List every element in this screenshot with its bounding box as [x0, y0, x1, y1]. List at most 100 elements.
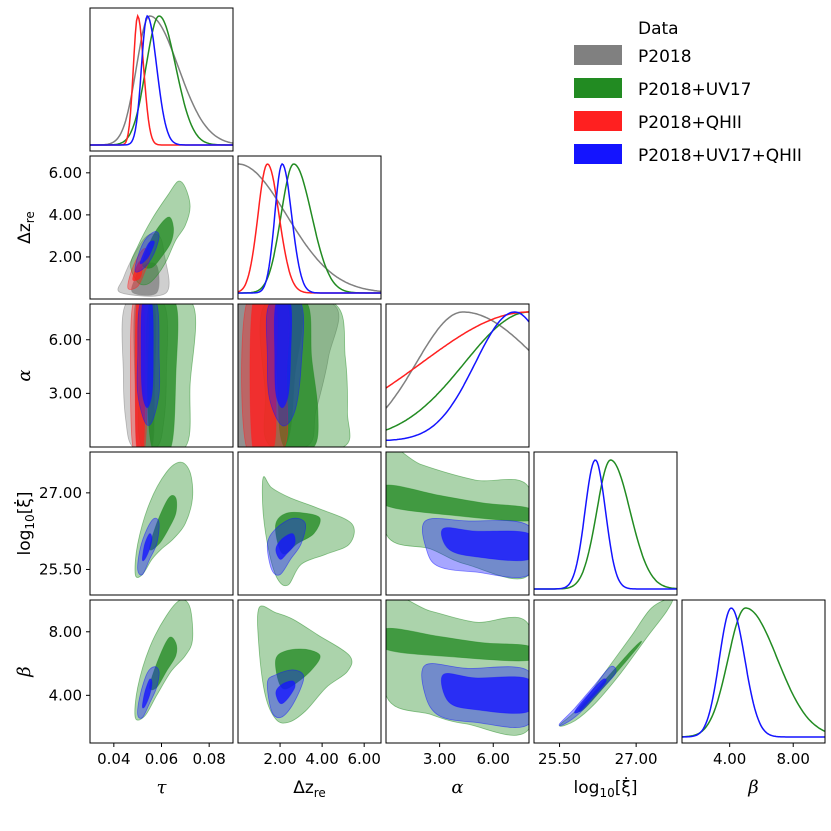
x-tick-label: 8.00: [777, 750, 810, 768]
x-tick-label: 2.00: [263, 750, 296, 768]
marginal-beta-p2018-uv17-qhii: [682, 607, 825, 738]
legend: Data P2018 P2018+UV17 P2018+QHII P2018+U…: [574, 19, 802, 166]
x-tick-label: 4.00: [713, 750, 746, 768]
marginal-tau-p2018-qhii: [90, 13, 233, 146]
panel-tau-vs-tau: [90, 13, 233, 146]
panel-beta-vs-beta: [682, 607, 825, 738]
panel-logxi-vs-alpha: [386, 452, 529, 580]
contour-p2018-uv17-qhii-1sigma: [141, 678, 153, 709]
legend-label-p2018: P2018: [638, 47, 692, 67]
x-tick-label: 25.50: [538, 750, 581, 768]
contour-p2018-uv17-qhii-1sigma: [574, 678, 607, 714]
contour-p2018-uv17-qhii-1sigma: [440, 673, 529, 714]
panel-frame: [681, 599, 826, 744]
panel-logxi-vs-logxi: [534, 459, 677, 590]
panel-frame: [385, 303, 530, 448]
y-tick-label: 25.50: [39, 560, 82, 578]
panels-layer: [86, 7, 826, 747]
legend-label-p2018-uv17: P2018+UV17: [638, 80, 751, 100]
panel-alpha-vs-dz: [238, 304, 351, 447]
legend-swatch-p2018: [574, 45, 622, 65]
x-tick-label: 3.00: [423, 750, 456, 768]
x-tick-label: 0.06: [145, 750, 178, 768]
contour-p2018-uv17-qhii-1sigma: [273, 304, 293, 409]
x-tick-label: 4.00: [305, 750, 338, 768]
contour-p2018-uv17-1sigma: [386, 627, 529, 662]
contour-p2018-uv17-qhii-1sigma: [141, 533, 153, 562]
x-tick-label: 27.00: [615, 750, 658, 768]
marginal-dz-p2018-uv17-qhii: [238, 162, 381, 294]
panel-logxi-vs-tau: [134, 461, 194, 578]
x-tick-label: 0.08: [192, 750, 225, 768]
x-axis-label-tau: τ: [157, 777, 168, 798]
marginal-alpha-p2018: [386, 311, 529, 409]
x-axis-label-beta: β: [747, 777, 758, 798]
y-axis-label-beta: β: [14, 666, 35, 677]
panel-frame: [89, 303, 234, 448]
legend-label-p2018-qhii: P2018+QHII: [638, 113, 742, 133]
y-axis-label-dz: Δzre: [15, 211, 37, 244]
panel-frame: [533, 451, 678, 596]
x-axis-label-dz: Δzre: [293, 778, 326, 800]
x-tick-label: 6.00: [347, 750, 380, 768]
y-tick-label: 8.00: [49, 623, 82, 641]
marginal-alpha-p2018-uv17: [386, 311, 529, 431]
panel-alpha-vs-alpha: [386, 311, 529, 442]
marginal-logxi-p2018-uv17: [534, 459, 677, 590]
panel-logxi-vs-dz: [261, 476, 355, 587]
marginal-dz-p2018: [238, 163, 381, 293]
y-tick-label: 4.00: [49, 206, 82, 224]
contour-p2018-uv17-qhii-1sigma: [139, 240, 155, 265]
panel-frame: [237, 599, 382, 744]
panel-dz-vs-tau: [117, 180, 191, 297]
panel-alpha-vs-tau: [121, 304, 197, 447]
x-axis-label-logxi: log10[ξ̇]: [574, 775, 638, 800]
panel-frame: [533, 599, 678, 744]
marginal-dz-p2018-qhii: [238, 163, 381, 294]
y-tick-label: 27.00: [39, 484, 82, 502]
panel-frame: [89, 451, 234, 596]
y-axis-label-alpha: α: [14, 369, 35, 381]
contour-p2018-uv17-1sigma: [275, 648, 321, 690]
marginal-beta-p2018-uv17: [682, 607, 825, 738]
y-tick-label: 6.00: [49, 331, 82, 349]
panel-beta-vs-tau: [134, 600, 194, 721]
contour-p2018-uv17-1sigma: [149, 636, 178, 691]
marginal-alpha-p2018-uv17-qhii: [386, 311, 529, 442]
y-tick-label: 2.00: [49, 248, 82, 266]
axis-labels-layer: 2.00 4.00 6.00 3.00 6.00 25.50 27.00 0.04 0.06 0.…: [12, 164, 810, 800]
panel-frame: [385, 451, 530, 596]
y-axis-label-logxi: log10[ξ̇]: [12, 492, 37, 556]
marginal-dz-p2018-uv17: [238, 163, 381, 294]
contour-p2018-uv17-qhii-1sigma: [140, 304, 154, 409]
y-tick-label: 4.00: [49, 686, 82, 704]
contour-p2018-uv17-qhii-1sigma: [275, 533, 296, 560]
x-axis-label-alpha: α: [451, 777, 463, 798]
contour-p2018-uv17-qhii-1sigma: [275, 680, 296, 705]
panel-frame: [237, 451, 382, 596]
contour-p2018-uv17-1sigma: [149, 495, 178, 551]
contour-p2018-uv17-1sigma: [386, 484, 529, 522]
marginal-tau-p2018: [90, 15, 233, 146]
y-tick-label: 6.00: [49, 164, 82, 182]
panel-beta-vs-alpha: [386, 600, 529, 736]
panel-beta-vs-dz: [257, 605, 353, 724]
legend-swatch-p2018-uv17: [574, 78, 622, 98]
legend-title: Data: [638, 19, 679, 39]
contour-p2018-uv17-qhii-1sigma: [440, 527, 529, 562]
x-tick-label: 6.00: [477, 750, 510, 768]
marginal-tau-p2018-uv17: [90, 15, 233, 146]
marginal-tau-p2018-uv17-qhii: [90, 14, 233, 146]
y-tick-label: 3.00: [49, 384, 82, 402]
x-tick-label: 0.04: [97, 750, 130, 768]
legend-label-p2018-uv17-qhii: P2018+UV17+QHII: [638, 146, 802, 166]
panel-frame: [237, 303, 382, 448]
panel-frame: [237, 155, 382, 300]
marginal-logxi-p2018-uv17-qhii: [534, 459, 677, 590]
panel-frame: [385, 599, 530, 744]
panel-dz-vs-dz: [238, 162, 381, 294]
legend-swatch-p2018-uv17-qhii: [574, 144, 622, 164]
panel-beta-vs-logxi: [558, 600, 674, 727]
panel-frame: [89, 155, 234, 300]
